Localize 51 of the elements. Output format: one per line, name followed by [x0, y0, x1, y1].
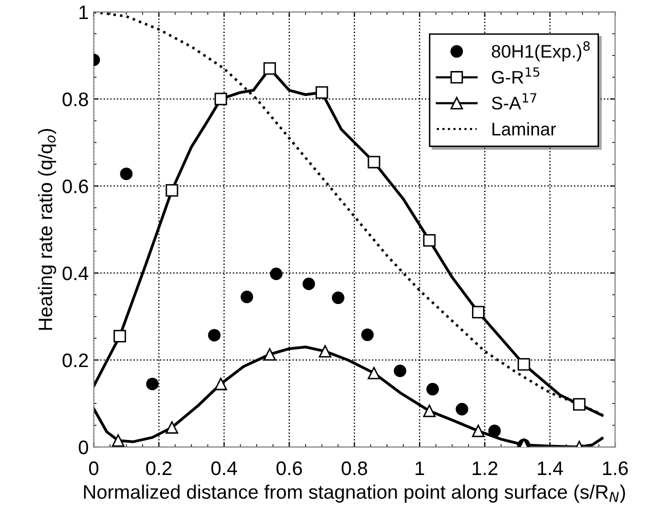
x-tick-label: 1.6 — [603, 461, 628, 476]
x-tick-label: 0.4 — [211, 461, 238, 476]
x-tick-label: 0 — [89, 461, 98, 476]
point — [426, 382, 439, 396]
x-tick-label: 1.4 — [538, 462, 563, 475]
point — [146, 378, 159, 390]
point — [166, 421, 178, 434]
point — [214, 378, 228, 390]
y-tick-label: 1 — [80, 6, 88, 20]
point — [114, 330, 126, 342]
point — [263, 348, 276, 361]
y-tick-label: 0.6 — [62, 179, 88, 194]
legend-label: G-R$^{15}$ — [492, 67, 540, 84]
x-tick-label: 0.8 — [342, 461, 368, 476]
point — [394, 364, 406, 378]
point — [263, 62, 276, 75]
point — [302, 278, 316, 290]
point — [423, 234, 436, 247]
point — [120, 168, 133, 180]
x-tick-label: 0.2 — [146, 461, 172, 476]
point — [332, 292, 344, 304]
y-tick-label: 0 — [78, 440, 88, 454]
point — [368, 366, 380, 380]
y-tick-label: 0.8 — [62, 92, 88, 106]
x-tick-label: 1.2 — [472, 461, 498, 475]
point — [112, 434, 124, 447]
point — [318, 345, 332, 358]
point — [214, 92, 228, 106]
x-tick-label: 0.6 — [276, 461, 302, 476]
point — [166, 184, 178, 197]
legend-label: Laminar — [492, 122, 556, 136]
y-axis-title: Heating rate ratio (q/q$_{o}$) — [38, 129, 56, 330]
point — [423, 404, 436, 418]
point — [472, 424, 485, 438]
point — [518, 358, 530, 371]
y-tick-label: 0.2 — [62, 353, 88, 368]
point — [316, 86, 328, 99]
point — [240, 290, 254, 304]
point — [270, 268, 282, 280]
x-axis-title: Normalized distance from stagnation point along surface (s/R$_{N}$) — [84, 484, 625, 503]
point — [573, 398, 586, 411]
legend-label: 80H1(Exp.)$^{8}$ — [492, 41, 590, 62]
point — [208, 328, 221, 342]
point — [361, 328, 374, 342]
x-tick-label: 1 — [416, 462, 424, 475]
legend-label: S-A$^{17}$ — [492, 93, 536, 110]
point — [472, 306, 485, 318]
y-tick-label: 0.4 — [62, 266, 88, 280]
point — [368, 156, 380, 168]
point — [456, 402, 468, 416]
point — [488, 424, 501, 438]
